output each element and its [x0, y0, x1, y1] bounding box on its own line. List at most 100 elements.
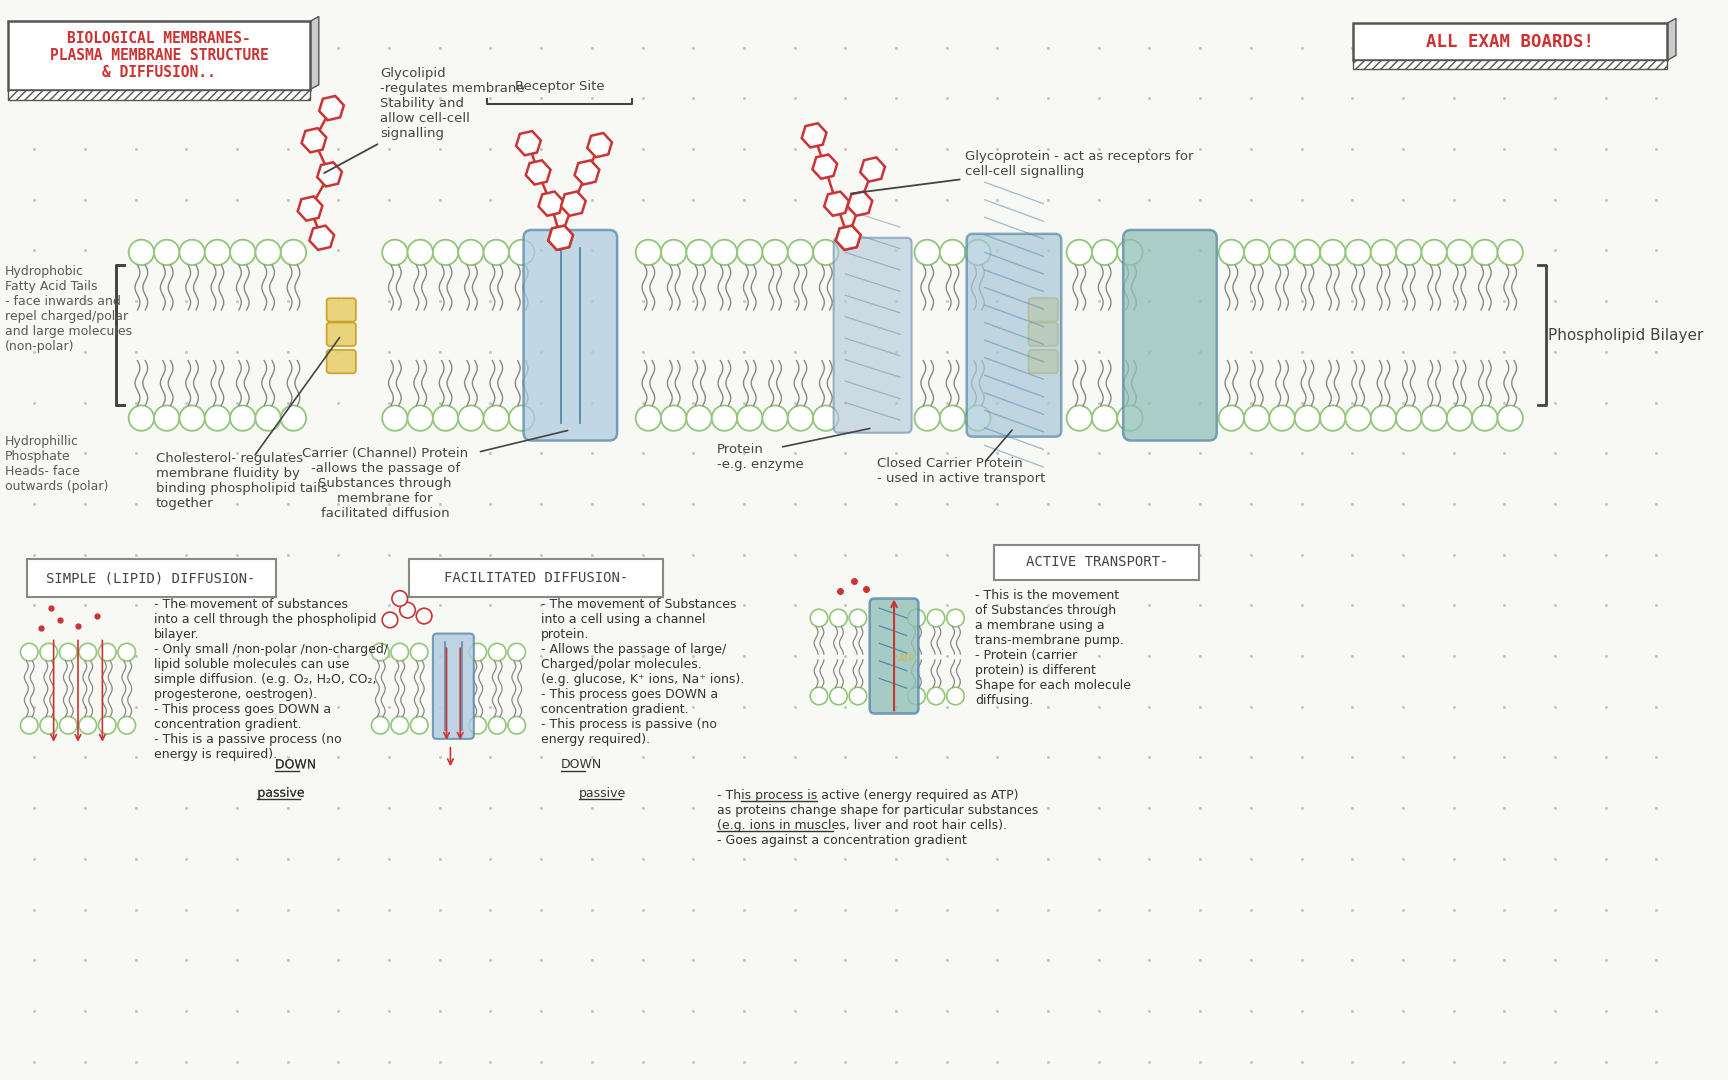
- Circle shape: [40, 644, 57, 661]
- Circle shape: [416, 608, 432, 624]
- Circle shape: [1498, 240, 1522, 265]
- Text: Hydrophobic
Fatty Acid Tails
- face inwards and
repel charged/polar
and large mo: Hydrophobic Fatty Acid Tails - face inwa…: [5, 265, 131, 353]
- Circle shape: [940, 405, 966, 431]
- Circle shape: [848, 687, 867, 705]
- Circle shape: [468, 716, 487, 734]
- Circle shape: [408, 405, 434, 431]
- Circle shape: [1446, 240, 1472, 265]
- Text: ACTIVE TRANSPORT-: ACTIVE TRANSPORT-: [1026, 555, 1168, 569]
- Circle shape: [118, 716, 135, 734]
- Circle shape: [408, 240, 434, 265]
- FancyBboxPatch shape: [995, 545, 1199, 580]
- Circle shape: [411, 644, 429, 661]
- Circle shape: [848, 609, 867, 626]
- Circle shape: [180, 240, 204, 265]
- FancyBboxPatch shape: [833, 238, 912, 433]
- Circle shape: [947, 609, 964, 626]
- Circle shape: [230, 240, 256, 265]
- Circle shape: [788, 405, 814, 431]
- Circle shape: [1422, 240, 1446, 265]
- Circle shape: [762, 240, 788, 265]
- Circle shape: [738, 240, 762, 265]
- FancyBboxPatch shape: [28, 559, 276, 596]
- Circle shape: [1396, 240, 1422, 265]
- Circle shape: [180, 405, 204, 431]
- FancyBboxPatch shape: [1028, 323, 1058, 346]
- Circle shape: [814, 405, 838, 431]
- Bar: [9, 90, 309, 100]
- Circle shape: [510, 405, 534, 431]
- Circle shape: [1294, 240, 1320, 265]
- Circle shape: [489, 644, 506, 661]
- Circle shape: [928, 609, 945, 626]
- Circle shape: [154, 240, 180, 265]
- Text: Closed Carrier Protein
- used in active transport: Closed Carrier Protein - used in active …: [878, 457, 1045, 485]
- Circle shape: [1118, 240, 1142, 265]
- Circle shape: [98, 716, 116, 734]
- Circle shape: [372, 644, 389, 661]
- Circle shape: [686, 405, 712, 431]
- Text: passive: passive: [257, 786, 304, 799]
- Circle shape: [762, 405, 788, 431]
- Circle shape: [1092, 405, 1118, 431]
- Circle shape: [230, 405, 256, 431]
- Circle shape: [434, 240, 458, 265]
- Text: DOWN: DOWN: [275, 758, 316, 771]
- Circle shape: [1294, 405, 1320, 431]
- Circle shape: [399, 603, 415, 618]
- Circle shape: [1370, 240, 1396, 265]
- Circle shape: [411, 716, 429, 734]
- FancyBboxPatch shape: [869, 598, 918, 714]
- Circle shape: [1270, 405, 1294, 431]
- Circle shape: [686, 240, 712, 265]
- Circle shape: [1066, 405, 1092, 431]
- Text: Glycolipid
-regulates membrane
Stability and
allow cell-cell
signalling: Glycolipid -regulates membrane Stability…: [325, 67, 525, 173]
- Circle shape: [1346, 405, 1370, 431]
- Text: SIMPLE (LIPID) DIFFUSION-: SIMPLE (LIPID) DIFFUSION-: [47, 571, 256, 585]
- Circle shape: [1346, 240, 1370, 265]
- Text: - The movement of substances
into a cell through the phospholipid
bilayer.
- Onl: - The movement of substances into a cell…: [154, 598, 389, 761]
- FancyBboxPatch shape: [9, 22, 309, 90]
- Circle shape: [1218, 405, 1244, 431]
- Circle shape: [59, 644, 78, 661]
- Circle shape: [484, 405, 510, 431]
- Circle shape: [204, 405, 230, 431]
- Circle shape: [1472, 405, 1498, 431]
- Text: Cholesterol- regulates
membrane fluidity by
binding phospholipid tails
together: Cholesterol- regulates membrane fluidity…: [156, 453, 328, 510]
- Circle shape: [280, 240, 306, 265]
- FancyBboxPatch shape: [1353, 24, 1668, 60]
- Text: - This process is active (energy required as ATP)
as proteins change shape for p: - This process is active (energy require…: [717, 788, 1039, 847]
- Text: DOWN: DOWN: [560, 758, 601, 771]
- Circle shape: [79, 644, 97, 661]
- Circle shape: [829, 687, 847, 705]
- Circle shape: [458, 405, 484, 431]
- Circle shape: [508, 644, 525, 661]
- Text: Protein
-e.g. enzyme: Protein -e.g. enzyme: [717, 443, 804, 471]
- Text: Phospholipid Bilayer: Phospholipid Bilayer: [1548, 327, 1704, 342]
- Circle shape: [1244, 240, 1270, 265]
- FancyBboxPatch shape: [327, 298, 356, 322]
- Polygon shape: [309, 16, 318, 90]
- Circle shape: [128, 240, 154, 265]
- Circle shape: [1422, 405, 1446, 431]
- Circle shape: [1446, 405, 1472, 431]
- FancyBboxPatch shape: [966, 234, 1061, 436]
- Circle shape: [788, 240, 814, 265]
- Circle shape: [118, 644, 135, 661]
- FancyBboxPatch shape: [410, 559, 664, 596]
- Circle shape: [662, 405, 686, 431]
- Circle shape: [382, 612, 397, 627]
- Circle shape: [947, 687, 964, 705]
- Circle shape: [392, 591, 408, 606]
- Circle shape: [79, 716, 97, 734]
- Circle shape: [1498, 405, 1522, 431]
- Circle shape: [636, 405, 662, 431]
- Bar: [1353, 60, 1668, 69]
- Circle shape: [636, 240, 662, 265]
- Circle shape: [1396, 405, 1422, 431]
- Circle shape: [372, 716, 389, 734]
- Circle shape: [128, 405, 154, 431]
- Circle shape: [508, 716, 525, 734]
- Circle shape: [391, 644, 408, 661]
- Circle shape: [382, 240, 408, 265]
